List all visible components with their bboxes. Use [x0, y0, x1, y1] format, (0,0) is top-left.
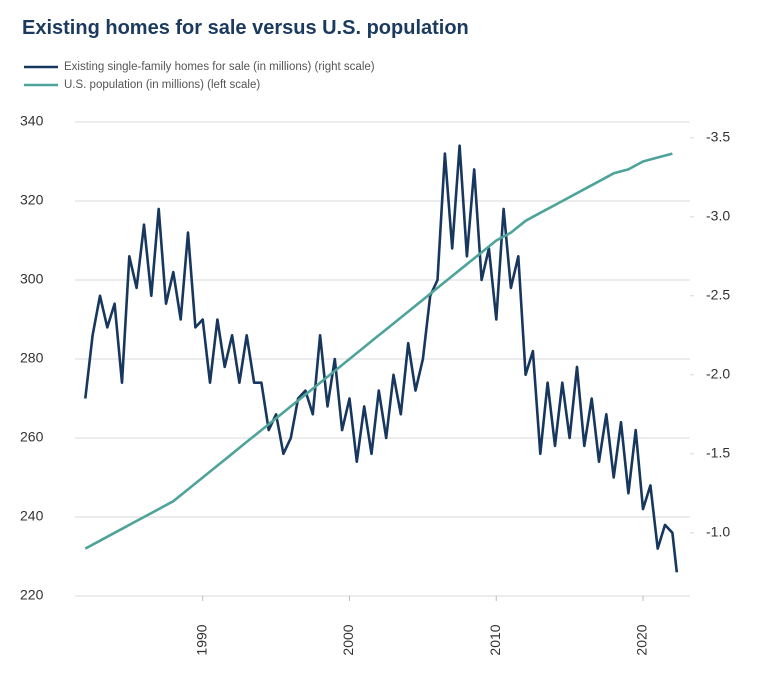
- grid: [75, 121, 690, 597]
- y-tick-label: 240: [20, 508, 44, 524]
- series-line: [84, 144, 679, 573]
- series-line: [84, 152, 673, 550]
- y-tick-label: 300: [20, 271, 44, 287]
- x-tick-label: 2000: [340, 624, 356, 655]
- legend: Existing single-family homes for sale (i…: [24, 61, 375, 91]
- y2-tick-label: -1.0: [706, 524, 730, 540]
- y2-tick-label: -2.5: [706, 287, 730, 303]
- y2-tick-label: -2.0: [706, 366, 730, 382]
- y-tick-label: 220: [20, 587, 44, 603]
- legend-label: Existing single-family homes for sale (i…: [64, 61, 375, 73]
- y-tick-label: 340: [20, 113, 44, 129]
- y2-tick-label: -1.5: [706, 445, 730, 461]
- lines: [84, 144, 679, 573]
- x-tick-label: 2010: [487, 624, 503, 655]
- y2-tick-label: -3.5: [706, 129, 730, 145]
- y-tick-label: 260: [20, 429, 44, 445]
- legend-label: U.S. population (in millions) (left scal…: [64, 79, 260, 91]
- ticks: 220 240 260 280 300 320 340 -1.0 -1.5 -2.0 -2.5 -3.…: [20, 113, 730, 656]
- x-tick-label: 1990: [193, 624, 209, 655]
- y-tick-label: 320: [20, 192, 44, 208]
- y-tick-label: 280: [20, 350, 44, 366]
- x-tick-label: 2020: [634, 624, 650, 655]
- chart-title: Existing homes for sale versus U.S. popu…: [22, 17, 469, 39]
- y2-tick-label: -3.0: [706, 208, 730, 224]
